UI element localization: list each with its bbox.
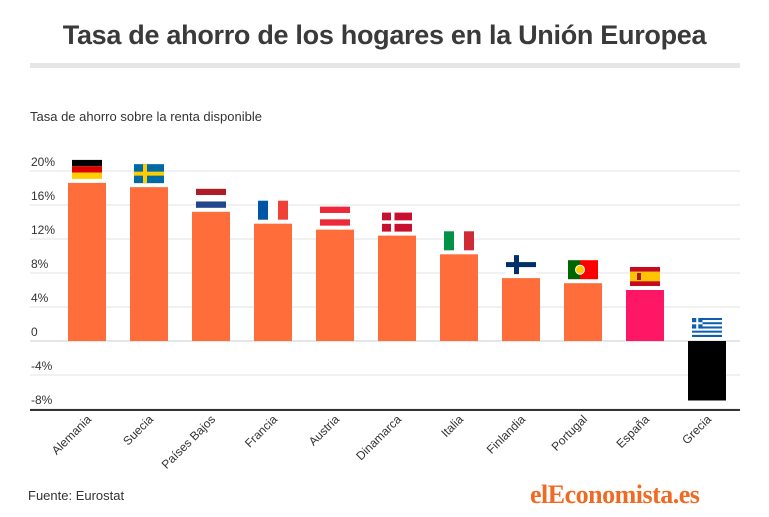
y-tick-label: -4% [31, 359, 53, 373]
x-category-label: Portugal [549, 412, 591, 454]
germany-flag-icon [72, 159, 102, 179]
source-note: Fuente: Eurostat [28, 488, 125, 503]
france-flag-icon [258, 200, 288, 220]
x-category-label: Italia [438, 412, 466, 440]
y-tick-label: 12% [31, 223, 55, 237]
bar-francia [254, 223, 292, 341]
bar-portugal [564, 283, 602, 341]
sweden-flag-icon [134, 164, 164, 184]
greece-flag-icon [692, 318, 722, 337]
brand-logo: elEconomista.es [530, 480, 700, 510]
y-tick-label: 20% [31, 155, 55, 169]
y-tick-label: 4% [31, 291, 49, 305]
x-category-label: Finlandia [484, 412, 529, 457]
y-axis-label: Tasa de ahorro sobre la renta disponible [30, 109, 262, 124]
chart-title: Tasa de ahorro de los hogares en la Unió… [62, 20, 707, 50]
bar-finlandia [502, 278, 540, 341]
italy-flag-icon [444, 231, 474, 251]
y-tick-label: 8% [31, 257, 49, 271]
bar-países-bajos [192, 211, 230, 341]
bar-suecia [130, 187, 168, 341]
x-category-label: Austria [306, 412, 343, 449]
y-tick-label: 16% [31, 189, 55, 203]
spain-flag-icon [630, 267, 660, 286]
title-divider [30, 63, 740, 68]
bar-alemania [68, 182, 106, 341]
austria-flag-icon [320, 206, 350, 226]
netherlands-flag-icon [196, 188, 226, 208]
bar-grecia [688, 341, 726, 401]
y-tick-label: 0 [31, 325, 38, 339]
x-category-label: Países Bajos [159, 412, 218, 471]
bar-dinamarca [378, 235, 416, 341]
y-tick-label: -8% [31, 393, 53, 407]
x-category-label: Alemania [49, 412, 95, 458]
bar-españa [626, 290, 664, 341]
bar-italia [440, 254, 478, 341]
x-category-label: Dinamarca [353, 412, 404, 463]
x-category-label: Francia [242, 412, 280, 450]
finland-flag-icon [506, 255, 536, 275]
brand-text: elEconomista.es [530, 480, 700, 509]
x-category-label: Suecia [120, 412, 156, 448]
x-category-label: España [613, 412, 652, 451]
portugal-flag-icon [568, 260, 598, 280]
bar-austria [316, 229, 354, 341]
denmark-flag-icon [382, 212, 412, 232]
x-category-label: Grecia [679, 412, 714, 447]
